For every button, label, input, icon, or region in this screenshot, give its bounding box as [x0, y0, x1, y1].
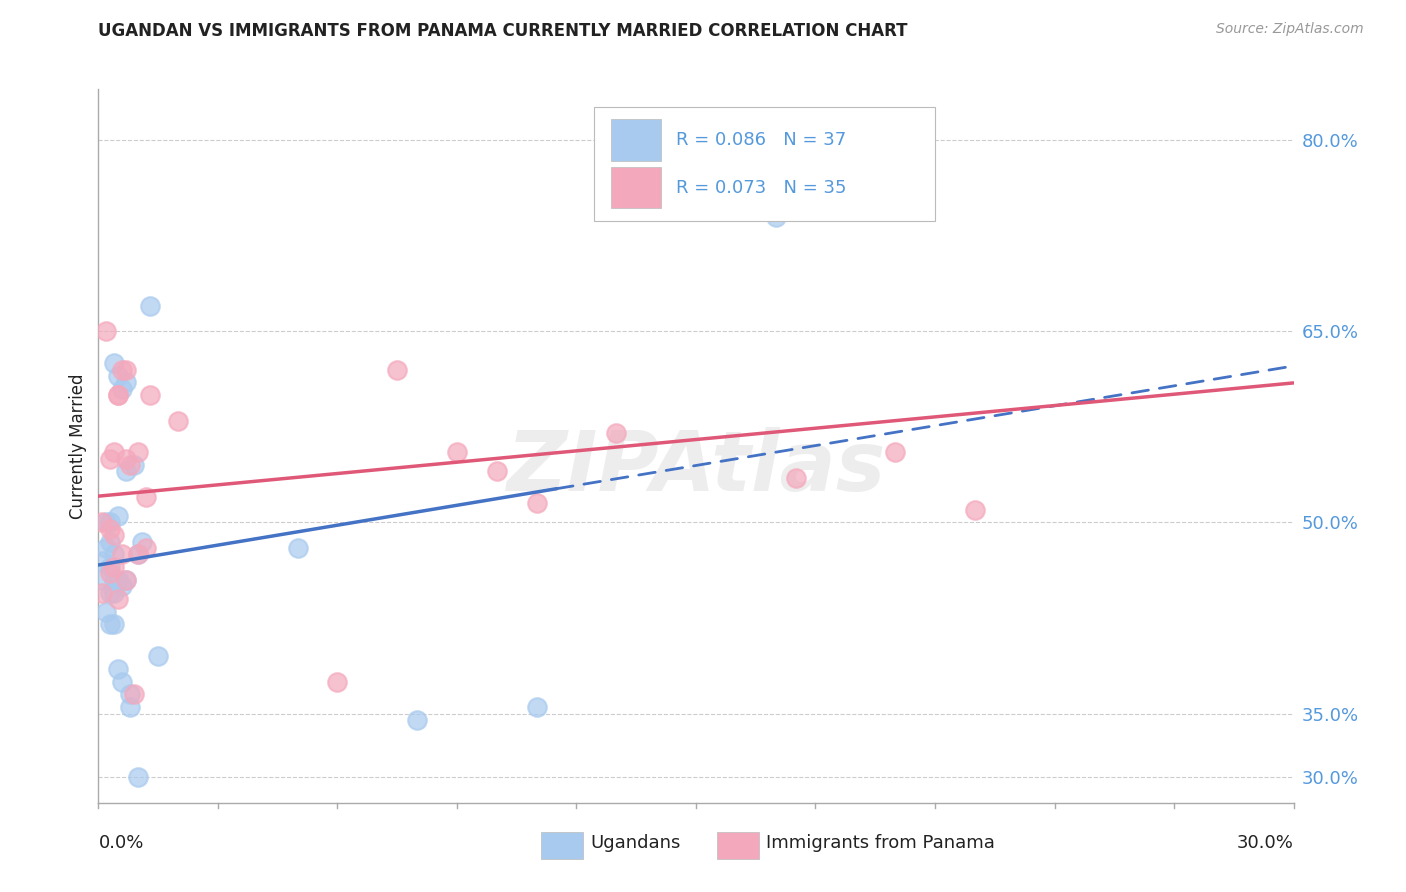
- Point: [120, 688, 142, 702]
- Text: UGANDAN VS IMMIGRANTS FROM PANAMA CURRENTLY MARRIED CORRELATION CHART: UGANDAN VS IMMIGRANTS FROM PANAMA CURREN…: [98, 22, 908, 40]
- FancyBboxPatch shape: [595, 107, 935, 221]
- Point: [111, 579, 134, 593]
- Text: ZIPAtlas: ZIPAtlas: [506, 427, 886, 508]
- Point: [103, 617, 125, 632]
- Point: [103, 445, 125, 459]
- Point: [963, 502, 986, 516]
- Point: [326, 674, 349, 689]
- Point: [103, 585, 125, 599]
- Text: 30.0%: 30.0%: [1237, 834, 1294, 852]
- Point: [446, 445, 468, 459]
- Point: [107, 509, 129, 524]
- Point: [115, 451, 138, 466]
- Point: [98, 585, 122, 599]
- Point: [131, 534, 153, 549]
- Point: [115, 573, 138, 587]
- Text: Immigrants from Panama: Immigrants from Panama: [766, 834, 995, 852]
- Point: [884, 445, 907, 459]
- Point: [148, 649, 170, 664]
- Point: [98, 451, 122, 466]
- Point: [91, 585, 114, 599]
- Point: [103, 547, 125, 561]
- Point: [124, 688, 146, 702]
- Point: [111, 547, 134, 561]
- Point: [98, 534, 122, 549]
- Point: [111, 362, 134, 376]
- Point: [120, 458, 142, 472]
- Point: [115, 376, 138, 390]
- Y-axis label: Currently Married: Currently Married: [69, 373, 87, 519]
- Point: [98, 516, 122, 530]
- Text: 0.0%: 0.0%: [98, 834, 143, 852]
- Point: [287, 541, 309, 555]
- Point: [107, 388, 129, 402]
- Text: R = 0.073   N = 35: R = 0.073 N = 35: [676, 178, 846, 196]
- FancyBboxPatch shape: [612, 120, 661, 161]
- Point: [115, 465, 138, 479]
- Point: [605, 426, 627, 441]
- Point: [526, 496, 548, 510]
- Point: [98, 617, 122, 632]
- Point: [98, 566, 122, 581]
- Point: [127, 770, 149, 784]
- Point: [115, 573, 138, 587]
- Point: [103, 560, 125, 574]
- Text: R = 0.086   N = 37: R = 0.086 N = 37: [676, 131, 846, 149]
- Point: [107, 388, 129, 402]
- Point: [385, 362, 409, 376]
- Point: [91, 573, 114, 587]
- Point: [107, 368, 129, 383]
- Point: [111, 674, 134, 689]
- Point: [685, 139, 707, 153]
- Point: [120, 700, 142, 714]
- Point: [485, 465, 508, 479]
- Point: [111, 382, 134, 396]
- Point: [96, 605, 118, 619]
- Point: [167, 413, 190, 427]
- Text: Source: ZipAtlas.com: Source: ZipAtlas.com: [1216, 22, 1364, 37]
- Point: [139, 388, 162, 402]
- Point: [91, 554, 114, 568]
- Point: [124, 458, 146, 472]
- Point: [127, 547, 149, 561]
- Point: [103, 356, 125, 370]
- Point: [127, 445, 149, 459]
- Point: [103, 573, 125, 587]
- Point: [139, 299, 162, 313]
- Point: [406, 713, 429, 727]
- Point: [96, 516, 118, 530]
- Point: [785, 471, 807, 485]
- Point: [103, 528, 125, 542]
- Point: [127, 547, 149, 561]
- Point: [91, 516, 114, 530]
- Point: [526, 700, 548, 714]
- FancyBboxPatch shape: [612, 167, 661, 209]
- Point: [135, 490, 157, 504]
- Point: [98, 560, 122, 574]
- Point: [135, 541, 157, 555]
- Point: [98, 522, 122, 536]
- Point: [107, 662, 129, 676]
- Point: [115, 362, 138, 376]
- Point: [765, 210, 787, 224]
- Point: [107, 591, 129, 606]
- Point: [96, 324, 118, 338]
- Point: [96, 541, 118, 555]
- Text: Ugandans: Ugandans: [591, 834, 681, 852]
- Point: [107, 573, 129, 587]
